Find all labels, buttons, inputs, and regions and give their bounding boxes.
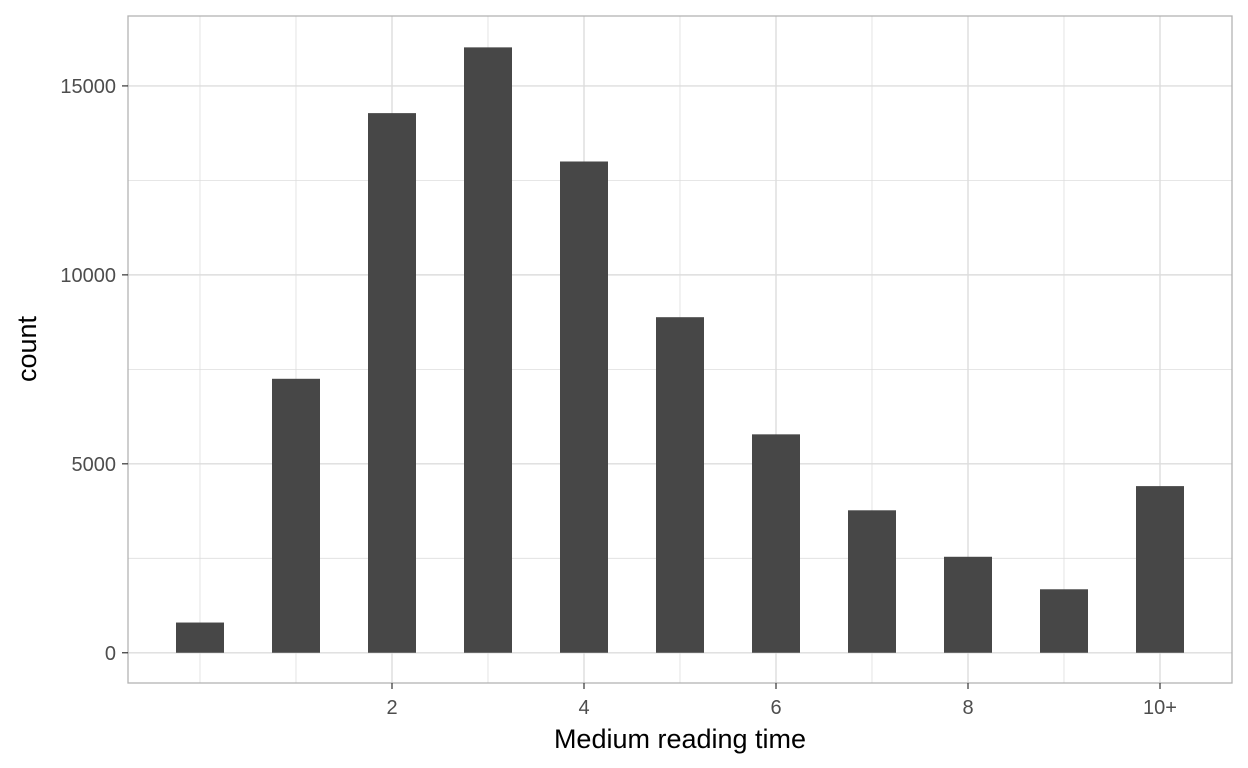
bar bbox=[1136, 486, 1184, 653]
x-axis-title: Medium reading time bbox=[554, 724, 806, 754]
y-axis-title: count bbox=[12, 315, 42, 382]
bar bbox=[272, 378, 320, 653]
x-tick-label: 2 bbox=[386, 697, 397, 719]
bar bbox=[1040, 589, 1088, 653]
bars bbox=[176, 47, 1184, 653]
y-axis-ticks: 0 5000 10000 15000 bbox=[60, 76, 128, 665]
bar bbox=[848, 510, 896, 653]
x-tick-label: 6 bbox=[770, 697, 781, 719]
x-axis-ticks: 2 4 6 8 10+ bbox=[386, 683, 1177, 719]
y-tick-label: 15000 bbox=[60, 76, 116, 98]
y-tick-label: 0 bbox=[105, 643, 116, 665]
bar bbox=[176, 622, 224, 653]
y-tick-label: 10000 bbox=[60, 265, 116, 287]
plot-border bbox=[127, 15, 1233, 684]
x-tick-label: 8 bbox=[962, 697, 973, 719]
x-tick-label: 4 bbox=[578, 697, 589, 719]
bar bbox=[368, 113, 416, 653]
bar bbox=[656, 317, 704, 653]
bar bbox=[560, 161, 608, 653]
bar bbox=[944, 556, 992, 653]
y-tick-label: 5000 bbox=[72, 454, 117, 476]
bar bbox=[464, 47, 512, 653]
bar bbox=[752, 434, 800, 653]
x-tick-label: 10+ bbox=[1143, 697, 1177, 719]
